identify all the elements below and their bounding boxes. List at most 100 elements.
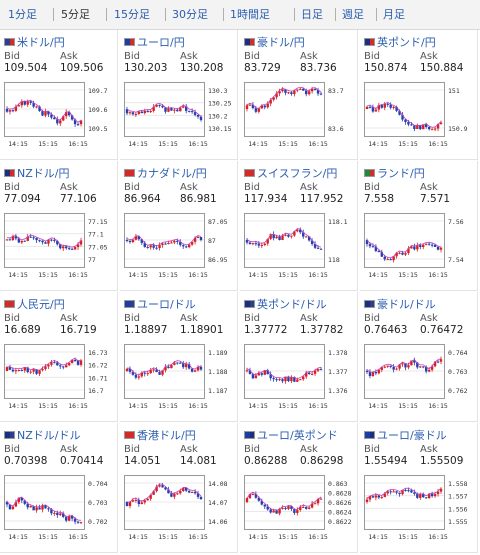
currency-card[interactable]: 豪ドル/ドル Bid Ask 0.76463 0.76472 0.764 0.763 0.76… xyxy=(360,292,478,422)
currency-card[interactable]: ランド/円 Bid Ask 7.558 7.571 7.56 7.54 14:15 15:15 1… xyxy=(360,161,478,291)
tab-1min[interactable]: 1分足 xyxy=(8,8,37,21)
currency-card[interactable]: スイスフラン/円 Bid Ask 117.934 117.952 118.1 118 14:1… xyxy=(240,161,358,291)
pair-link[interactable]: ユーロ/円 xyxy=(137,36,185,49)
flag-icon xyxy=(244,431,255,439)
currency-card[interactable]: ユーロ/英ポンド Bid Ask 0.86288 0.86298 0.863 0.8628 0… xyxy=(240,423,358,553)
bid-value: 1.55494 xyxy=(364,455,408,467)
pair-link[interactable]: NZドル/ドル xyxy=(17,429,81,442)
y-tick-label: 109.6 xyxy=(88,106,108,114)
price-chart[interactable]: 87.05 87 86.95 14:15 15:15 16:15 xyxy=(124,211,236,283)
price-chart[interactable]: 130.3 130.25 130.2 130.15 14:15 15:15 16:15 xyxy=(124,80,236,152)
candle xyxy=(76,244,80,248)
tab-5min[interactable]: 5分足 xyxy=(61,8,90,21)
currency-card[interactable]: ユーロ/ドル Bid Ask 1.18897 1.18901 1.189 1.188 1.18… xyxy=(120,292,238,422)
bid-label: Bid xyxy=(244,313,260,324)
candle xyxy=(67,248,71,250)
tab-daily[interactable]: 日足 xyxy=(301,8,323,21)
y-tick-label: 0.764 xyxy=(448,349,468,357)
tab-separator xyxy=(53,8,54,21)
pair-link[interactable]: NZドル/円 xyxy=(17,167,70,180)
candle xyxy=(316,247,320,249)
flag-right-icon xyxy=(10,432,14,438)
currency-card[interactable]: NZドル/ドル Bid Ask 0.70398 0.70414 0.704 0.703 0.7… xyxy=(0,423,118,553)
candle xyxy=(176,109,179,112)
y-tick-label: 77.1 xyxy=(88,231,104,239)
price-chart[interactable]: 151 150.9 14:15 15:15 16:15 xyxy=(364,80,476,152)
candle xyxy=(38,370,41,374)
flag-icon xyxy=(124,38,135,46)
price-chart[interactable]: 0.704 0.703 0.702 14:15 15:15 16:15 xyxy=(4,473,116,545)
currency-card[interactable]: NZドル/円 Bid Ask 77.094 77.106 77.15 77.1 77.05 77… xyxy=(0,161,118,291)
currency-card[interactable]: 英ポンド/円 Bid Ask 150.874 150.884 151 150.9 14:15 1… xyxy=(360,30,478,160)
candle xyxy=(193,237,197,242)
currency-card[interactable]: 人民元/円 Bid Ask 16.689 16.719 16.73 16.72 16.71 16… xyxy=(0,292,118,422)
price-chart[interactable]: 118.1 118 14:15 15:15 16:15 xyxy=(244,211,356,283)
tab-monthly[interactable]: 月足 xyxy=(383,8,405,21)
candle xyxy=(386,103,389,105)
candle xyxy=(293,231,296,236)
price-chart[interactable]: 83.7 83.6 14:15 15:15 16:15 xyxy=(244,80,356,152)
price-chart[interactable]: 14.08 14.07 14.06 14:15 15:15 16:15 xyxy=(124,473,236,545)
bid-label: Bid xyxy=(364,444,380,455)
moving-average-line xyxy=(246,228,322,248)
pair-link[interactable]: 人民元/円 xyxy=(17,298,65,311)
flag-left-icon xyxy=(365,39,370,45)
candle xyxy=(137,111,141,114)
tab-15min[interactable]: 15分足 xyxy=(114,8,150,21)
candle xyxy=(155,369,158,373)
pair-link[interactable]: ユーロ/ドル xyxy=(137,298,196,311)
pair-link[interactable]: ランド/円 xyxy=(377,167,425,180)
candle xyxy=(56,119,59,124)
candle xyxy=(20,497,23,501)
y-tick-label: 87 xyxy=(208,237,216,245)
pair-link[interactable]: ユーロ/豪ドル xyxy=(377,429,447,442)
y-tick-label: 118 xyxy=(328,256,340,264)
price-chart[interactable]: 16.73 16.72 16.71 16.7 14:15 15:15 16:15 xyxy=(4,342,116,414)
currency-card[interactable]: 英ポンド/ドル Bid Ask 1.37772 1.37782 1.378 1.377 1.3… xyxy=(240,292,358,422)
pair-link[interactable]: 豪ドル/円 xyxy=(257,36,305,49)
pair-link[interactable]: 香港ドル/円 xyxy=(137,429,196,442)
candle xyxy=(50,509,53,514)
x-tick-label: 16:15 xyxy=(428,271,448,279)
candle xyxy=(395,368,398,370)
price-chart[interactable]: 0.764 0.763 0.762 14:15 15:15 16:15 xyxy=(364,342,476,414)
price-chart[interactable]: 1.558 1.557 1.556 1.555 14:15 15:15 16:15 xyxy=(364,473,476,545)
price-chart[interactable]: 109.7 109.6 109.5 14:15 15:15 16:15 xyxy=(4,80,116,152)
currency-card[interactable]: 豪ドル/円 Bid Ask 83.729 83.736 83.7 83.6 14:15 15:1… xyxy=(240,30,358,160)
currency-card[interactable]: ユーロ/円 Bid Ask 130.203 130.208 130.3 130.25 130.… xyxy=(120,30,238,160)
pair-link[interactable]: ユーロ/英ポンド xyxy=(257,429,338,442)
pair-link[interactable]: スイスフラン/円 xyxy=(257,167,338,180)
candle xyxy=(386,259,389,261)
currency-card[interactable]: ユーロ/豪ドル Bid Ask 1.55494 1.55509 1.558 1.557 1.5… xyxy=(360,423,478,553)
candle xyxy=(386,365,389,367)
pair-link[interactable]: 米ドル/円 xyxy=(17,36,65,49)
pair-link[interactable]: 豪ドル/ドル xyxy=(377,298,436,311)
candle xyxy=(185,487,188,491)
tab-30min[interactable]: 30分足 xyxy=(172,8,208,21)
candle xyxy=(152,491,155,495)
x-tick-label: 16:15 xyxy=(68,271,88,279)
candle xyxy=(266,506,269,510)
ask-label: Ask xyxy=(60,182,78,193)
price-chart[interactable]: 77.15 77.1 77.05 77 14:15 15:15 16:15 xyxy=(4,211,116,283)
candle xyxy=(296,89,299,91)
candle xyxy=(254,494,258,498)
tab-1hour[interactable]: 1時間足 xyxy=(230,8,270,21)
candle xyxy=(374,246,378,252)
candle xyxy=(196,237,200,239)
pair-link[interactable]: カナダドル/円 xyxy=(137,167,207,180)
currency-card[interactable]: 香港ドル/円 Bid Ask 14.051 14.081 14.08 14.07 14.06 1… xyxy=(120,423,238,553)
price-chart[interactable]: 7.56 7.54 14:15 15:15 16:15 xyxy=(364,211,476,283)
y-tick-label: 1.187 xyxy=(208,387,228,395)
price-chart[interactable]: 1.189 1.188 1.187 14:15 15:15 16:15 xyxy=(124,342,236,414)
tab-weekly[interactable]: 週足 xyxy=(342,8,364,21)
currency-card[interactable]: カナダドル/円 Bid Ask 86.964 86.981 87.05 87 86.95 14:… xyxy=(120,161,238,291)
pair-link[interactable]: 英ポンド/ドル xyxy=(257,298,327,311)
x-tick-label: 16:15 xyxy=(188,140,208,148)
currency-card[interactable]: 米ドル/円 Bid Ask 109.504 109.506 109.7 109.6 109.5… xyxy=(0,30,118,160)
price-chart[interactable]: 1.378 1.377 1.376 14:15 15:15 16:15 xyxy=(244,342,356,414)
pair-link[interactable]: 英ポンド/円 xyxy=(377,36,436,49)
x-tick-label: 14:15 xyxy=(248,140,268,148)
candle xyxy=(47,239,50,244)
